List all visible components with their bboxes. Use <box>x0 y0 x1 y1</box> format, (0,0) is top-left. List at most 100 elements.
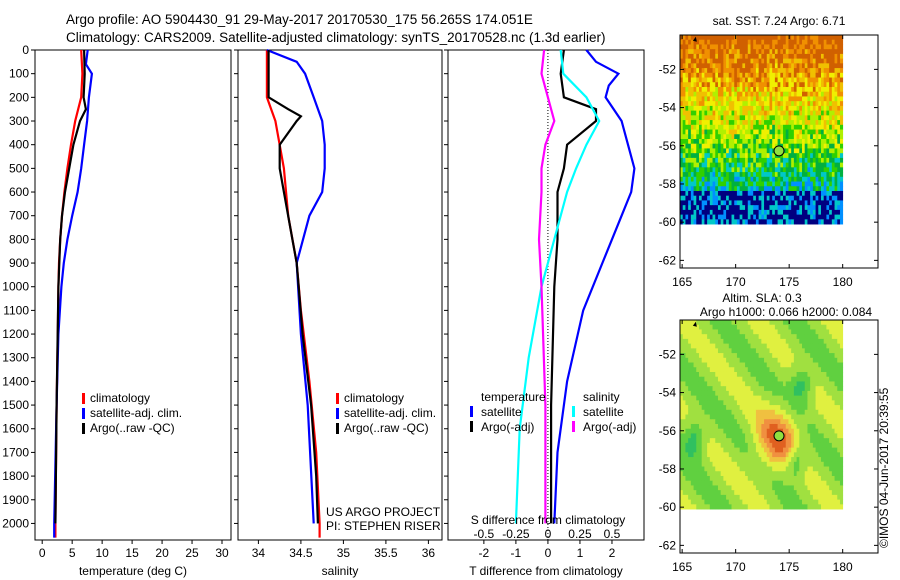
map-cell <box>745 68 749 74</box>
map-cell <box>812 376 816 382</box>
map-cell <box>707 324 711 330</box>
map-cell <box>734 381 738 387</box>
map-cell <box>834 35 838 41</box>
map-cell <box>750 452 754 458</box>
map-cell <box>704 86 708 93</box>
map-cell <box>777 134 781 140</box>
map-cell <box>742 480 746 486</box>
map-cell <box>761 200 765 206</box>
map-cell <box>717 395 722 401</box>
map-cell <box>707 153 711 159</box>
map-cell <box>812 162 816 168</box>
map-cell <box>726 53 730 60</box>
map-cell <box>815 181 819 187</box>
map-cell <box>839 334 844 340</box>
map-cell <box>723 101 727 107</box>
map-cell <box>831 461 835 467</box>
map-cell <box>734 49 738 55</box>
map-cell <box>764 200 768 206</box>
map-cell <box>717 129 722 135</box>
map-cell <box>726 471 730 477</box>
map-cell <box>753 400 757 406</box>
map-cell <box>788 157 792 164</box>
map-cell <box>696 181 700 187</box>
map-cell <box>764 494 768 501</box>
map-cell <box>791 499 795 505</box>
map-cell <box>788 504 792 510</box>
map-cell <box>720 53 724 60</box>
map-cell <box>758 138 762 145</box>
map-cell <box>766 205 770 211</box>
map-cell <box>688 176 692 182</box>
map-cell <box>753 167 757 173</box>
map-cell <box>761 77 765 83</box>
map-cell <box>690 447 694 453</box>
map-cell <box>810 343 814 349</box>
map-cell <box>820 405 825 411</box>
map-cell <box>774 162 779 168</box>
map-cell <box>791 414 795 420</box>
map-cell <box>704 362 708 368</box>
map-cell <box>796 471 800 477</box>
map-cell <box>766 35 770 41</box>
map-cell <box>736 124 741 130</box>
map-cell <box>769 494 773 501</box>
map-cell <box>680 63 684 69</box>
map-cell <box>780 461 784 467</box>
map-cell <box>785 200 789 206</box>
map-cell <box>723 63 727 69</box>
map-cell <box>688 129 692 135</box>
map-cell <box>685 324 689 330</box>
map-cell <box>820 200 825 206</box>
map-cell <box>815 110 819 116</box>
map-cell <box>736 134 741 140</box>
map-cell <box>785 329 789 335</box>
map-cell <box>693 200 697 206</box>
map-cell <box>701 438 705 444</box>
map-cell <box>696 423 700 430</box>
map-cell <box>793 320 797 326</box>
map-cell <box>685 148 689 154</box>
map-cell <box>772 438 776 444</box>
map-cell <box>696 138 700 145</box>
map-cell <box>745 490 749 496</box>
map-cell <box>680 86 684 93</box>
map-cell <box>688 320 692 326</box>
map-cell <box>839 63 844 69</box>
map-cell <box>745 186 749 192</box>
map-cell <box>820 91 825 97</box>
map-cell <box>709 438 713 444</box>
x-tick-label: 20 <box>155 546 169 560</box>
map-cell <box>720 181 724 187</box>
map-cell <box>810 428 814 434</box>
map-cell <box>820 110 825 116</box>
map-cell <box>772 357 776 363</box>
map-cell <box>815 143 819 149</box>
map-cell <box>726 110 730 116</box>
map-cell <box>723 200 727 206</box>
map-cell <box>788 176 792 182</box>
map-cell <box>764 371 768 378</box>
map-cell <box>720 124 724 130</box>
map-cell <box>799 186 803 192</box>
map-cell <box>785 53 789 60</box>
map-cell <box>712 44 716 50</box>
map-cell <box>709 442 713 449</box>
map-cell <box>742 82 746 88</box>
map-cell <box>704 438 708 444</box>
map-cell <box>815 214 819 220</box>
map-cell <box>755 63 760 69</box>
map-cell <box>793 442 797 449</box>
map-cell <box>823 200 827 206</box>
map-cell <box>690 357 694 363</box>
map-cell <box>804 466 808 472</box>
map-cell <box>802 466 806 472</box>
map-cell <box>736 400 741 406</box>
map-cell <box>680 457 684 463</box>
map-cell <box>709 371 713 378</box>
y-tick-label: -62 <box>659 253 677 267</box>
map-cell <box>726 457 730 463</box>
map-cell <box>785 395 789 401</box>
map-cell <box>839 209 844 216</box>
map-cell <box>715 343 719 349</box>
